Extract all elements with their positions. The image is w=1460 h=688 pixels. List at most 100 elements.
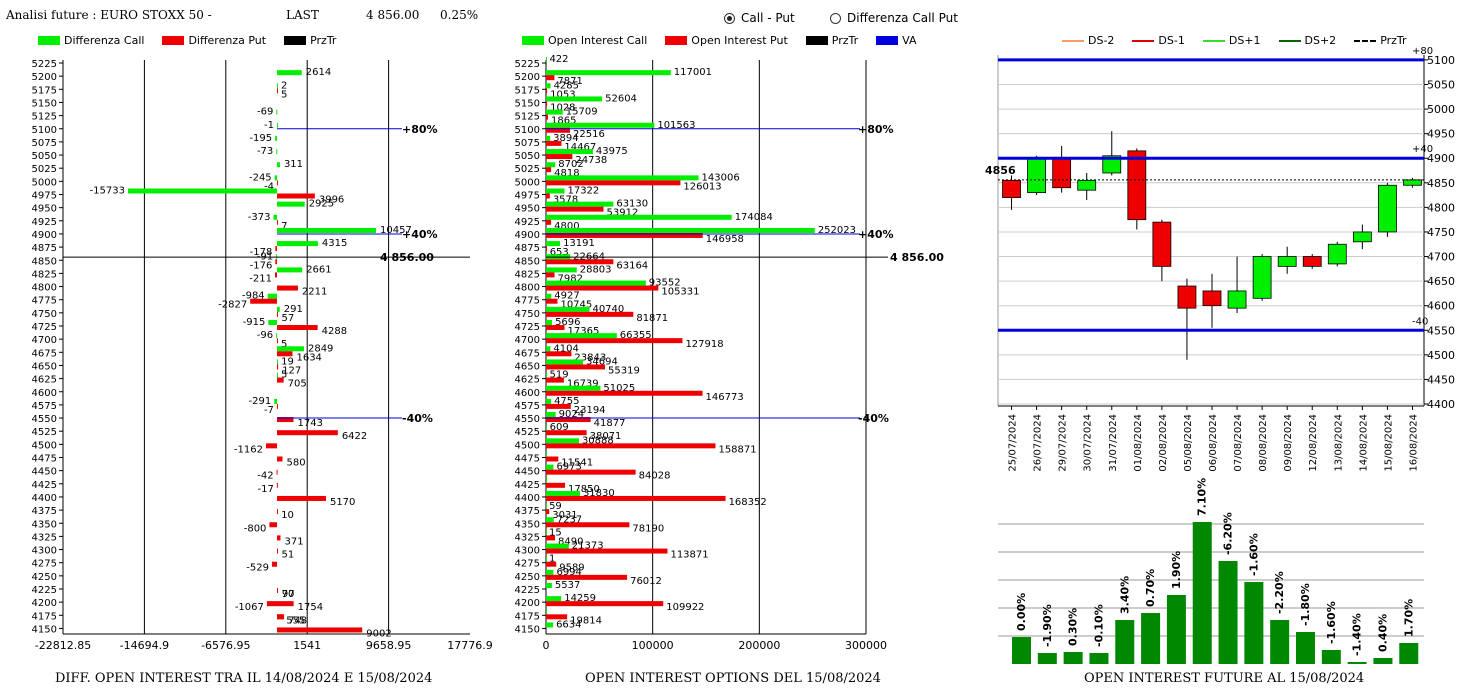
y-tick-label: 5075 <box>32 138 57 149</box>
future-oi-bar <box>1244 582 1264 664</box>
call-diff-bar <box>277 359 278 365</box>
oi-put-bar <box>546 127 571 133</box>
y-tick-label: 4700 <box>515 335 540 346</box>
va-label: +80% <box>858 123 894 136</box>
instrument-title: Analisi future : EURO STOXX 50 - <box>6 8 212 22</box>
y-tick-label: 4400 <box>515 493 540 504</box>
put-diff-label: -211 <box>249 273 272 284</box>
y-tick-label: 4950 <box>1427 128 1455 141</box>
future-oi-bar <box>1037 653 1057 664</box>
oi-put-label: 127918 <box>685 339 723 350</box>
oi-put-bar <box>546 272 555 278</box>
future-oi-bar <box>1012 637 1031 664</box>
y-tick-label: 4500 <box>1427 349 1455 362</box>
oi-call-bar <box>546 241 561 247</box>
oi-put-bar <box>546 154 573 160</box>
oi-put-bar <box>546 193 550 199</box>
candle-body <box>1052 157 1072 189</box>
call-diff-label: -984 <box>242 291 265 302</box>
oi-call-label: 4927 <box>554 291 579 302</box>
y-tick-label: 4425 <box>32 480 57 491</box>
y-tick-label: 4200 <box>515 598 540 609</box>
y-tick-label: 4500 <box>32 440 57 451</box>
legend-item: PrzTr <box>805 34 858 47</box>
oi-call-bar <box>546 320 553 325</box>
put-diff-label: -7 <box>264 405 274 416</box>
oi-put-bar <box>546 561 557 567</box>
call-diff-bar <box>276 122 278 128</box>
x-tick-label: 07/08/2024 <box>1233 414 1244 472</box>
oi-put-label: 14467 <box>564 142 596 153</box>
call-diff-bar <box>277 241 318 247</box>
radio-call-put[interactable]: Call - Put <box>724 11 795 25</box>
y-tick-label: 4600 <box>515 388 540 399</box>
oi-put-bar <box>546 219 552 225</box>
radio-call-put-label: Call - Put <box>741 11 795 25</box>
caption-left: DIFF. OPEN INTEREST TRA IL 14/08/2024 E … <box>55 671 433 686</box>
legend-middle: Open Interest Call Open Interest Put Prz… <box>522 34 917 47</box>
put-diff-bar <box>277 601 294 607</box>
oi-put-label: 19814 <box>570 615 602 626</box>
future-oi-label: -2.20% <box>1273 571 1286 614</box>
oi-call-bar <box>546 109 563 115</box>
oi-call-bar <box>546 622 554 628</box>
put-diff-bar <box>277 285 298 291</box>
future-oi-bar <box>1218 561 1238 664</box>
call-diff-bar <box>277 162 280 168</box>
radio-diff-call-put[interactable]: Differenza Call Put <box>830 11 958 25</box>
put-diff-label: 371 <box>285 536 304 547</box>
y-tick-label: 4475 <box>515 454 540 465</box>
put-diff-label: -1162 <box>234 444 263 455</box>
oi-call-bar <box>546 280 646 286</box>
y-tick-label: 4525 <box>32 427 57 438</box>
put-diff-bar <box>277 614 285 620</box>
oi-call-label: 143006 <box>702 172 740 183</box>
y-tick-label: 5200 <box>515 72 540 83</box>
oi-call-bar <box>546 96 603 102</box>
call-diff-label: 2614 <box>306 67 331 78</box>
oi-put-bar <box>546 180 681 186</box>
future-oi-label: 3.40% <box>1118 576 1131 614</box>
oi-put-label: 4818 <box>554 168 579 179</box>
put-diff-bar <box>266 601 277 607</box>
oi-call-label: 174084 <box>735 212 773 223</box>
oi-put-bar <box>546 167 552 173</box>
candle-body <box>1352 231 1372 243</box>
x-tick-label: 29/07/2024 <box>1058 414 1069 472</box>
call-diff-label: 19 <box>281 356 294 367</box>
call-diff-bar <box>275 135 277 141</box>
y-tick-label: 4800 <box>515 283 540 294</box>
candle-body <box>1302 256 1322 267</box>
put-diff-bar <box>277 627 363 633</box>
oi-put-label: 63164 <box>616 260 648 271</box>
oi-call-label: 51025 <box>603 383 635 394</box>
put-diff-label: 7 <box>281 221 287 232</box>
y-tick-label: 4600 <box>32 388 57 399</box>
call-diff-label: 4315 <box>322 238 347 249</box>
oi-call-label: 1 <box>549 554 555 565</box>
put-diff-label: 3996 <box>319 195 344 206</box>
radio-dot-icon <box>830 12 841 24</box>
oi-put-bar <box>546 482 566 488</box>
oi-put-label: 23843 <box>574 352 606 363</box>
call-diff-bar <box>277 70 302 76</box>
y-tick-label: 4650 <box>515 361 540 372</box>
put-diff-label: 5 <box>281 339 287 350</box>
oi-call-label: 8702 <box>558 159 583 170</box>
future-oi-label: 0.70% <box>1144 569 1157 607</box>
y-tick-label: 4175 <box>32 611 57 622</box>
call-diff-label: -15733 <box>90 186 125 197</box>
y-tick-label: 5125 <box>32 112 57 123</box>
call-diff-bar <box>273 214 277 220</box>
oi-put-bar <box>546 456 559 462</box>
oi-call-bar <box>546 57 547 62</box>
oi-put-label: 17365 <box>568 326 600 337</box>
put-diff-label: -800 <box>244 523 267 534</box>
oi-call-bar <box>546 214 732 220</box>
oi-call-label: 21373 <box>572 541 604 552</box>
y-tick-label: 4850 <box>32 256 57 267</box>
put-diff-bar <box>277 88 278 94</box>
oi-call-label: 52604 <box>605 93 637 104</box>
y-tick-label: 4700 <box>32 335 57 346</box>
oi-put-label: 1865 <box>551 116 576 127</box>
